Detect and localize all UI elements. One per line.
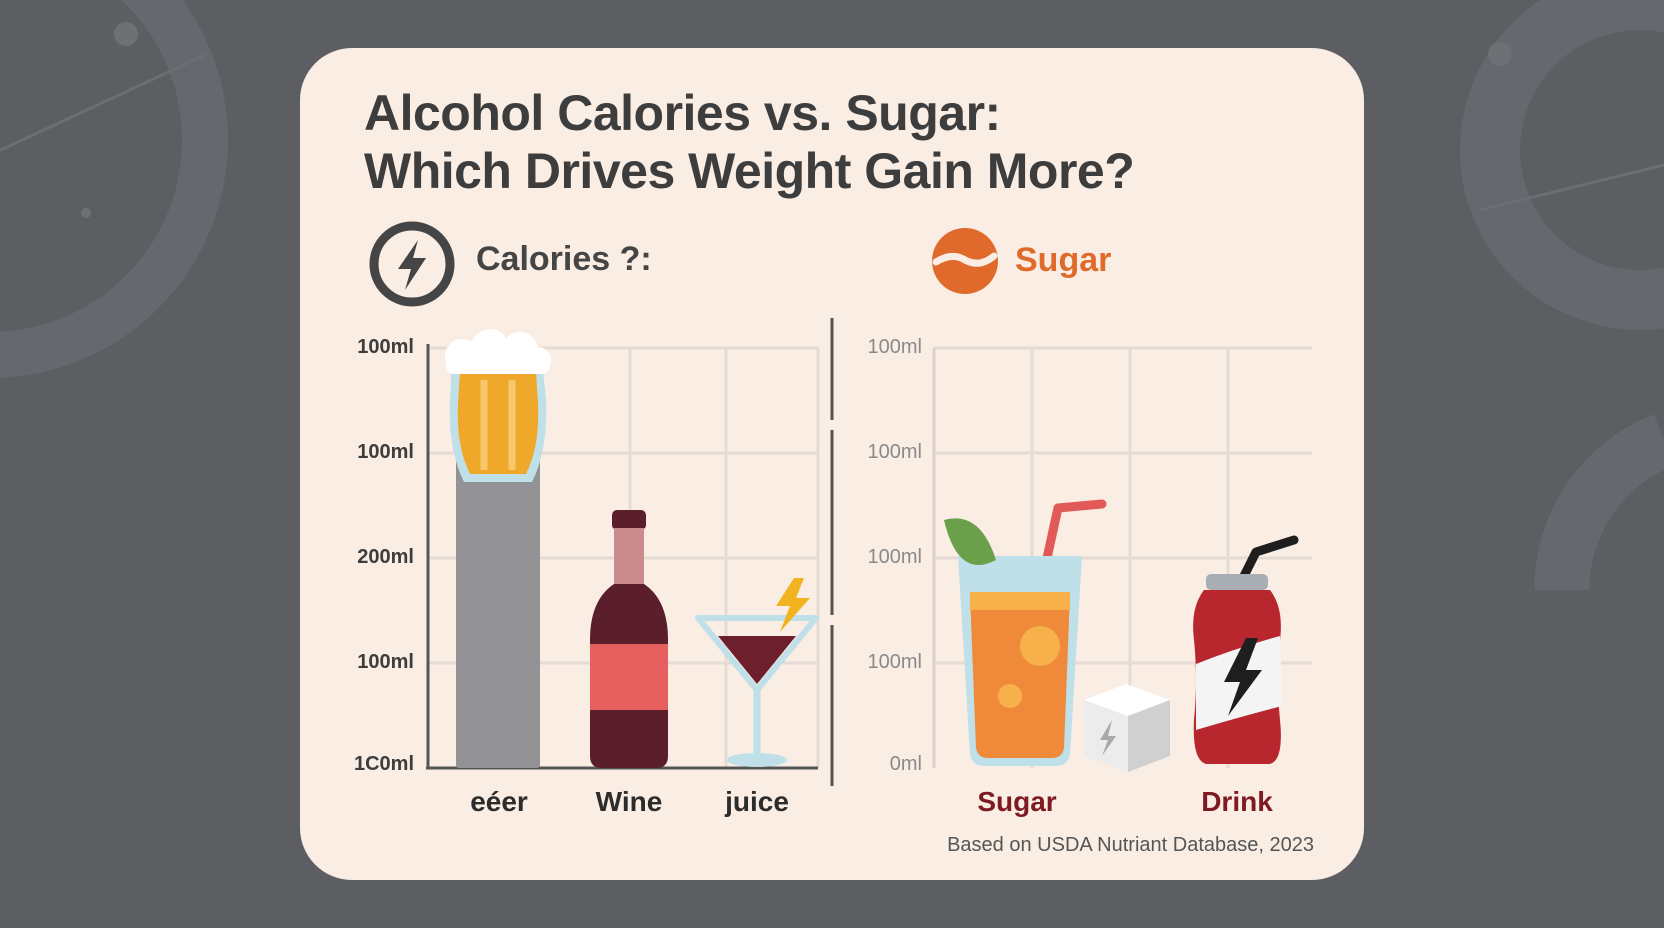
bg-dot	[1488, 42, 1512, 66]
juice-glass-icon	[944, 499, 1107, 766]
bg-dot	[81, 208, 91, 218]
x-label-beer: eéer	[470, 786, 528, 817]
legend-sugar-label: Sugar	[1015, 241, 1112, 279]
bg-ring-left	[0, 0, 228, 378]
lightning-bolt-icon	[369, 221, 455, 307]
x-label-drink: Drink	[1201, 786, 1273, 817]
bg-line	[0, 53, 206, 153]
title-line-2: Which Drives Weight Gain More?	[364, 143, 1135, 199]
chart-title: Alcohol Calories vs. Sugar: Which Drives…	[364, 84, 1135, 200]
cocktail-glass-icon	[695, 578, 819, 767]
y-tick-label: 100ml	[867, 651, 922, 673]
bar-beer	[456, 415, 540, 768]
title-line-1: Alcohol Calories vs. Sugar:	[364, 85, 1001, 141]
y-tick-label: 100ml	[867, 441, 922, 463]
x-label-juice: juice	[725, 786, 789, 817]
sugar-cube-icon	[1084, 684, 1170, 772]
bg-ring-right	[1460, 0, 1664, 330]
x-label-wine: Wine	[595, 786, 663, 817]
y-tick-label: 100ml	[867, 546, 922, 568]
y-tick-label: 100ml	[357, 441, 414, 463]
beer-glass-icon	[445, 329, 551, 482]
x-label-sugar: Sugar	[977, 786, 1057, 817]
soda-can-icon	[1193, 535, 1299, 764]
y-tick-label: 0ml	[889, 753, 922, 775]
source-note: Based on USDA Nutriant Database, 2023	[947, 834, 1314, 856]
y-tick-label: 100ml	[357, 651, 414, 673]
bg-line	[1479, 163, 1664, 212]
legend-calories-label: Calories ?:	[476, 240, 652, 278]
bg-dot	[114, 22, 138, 46]
y-tick-label: 100ml	[867, 336, 922, 358]
y-tick-label: 1C0ml	[353, 753, 414, 775]
orange-wave-icon	[932, 228, 998, 294]
y-tick-label: 100ml	[357, 336, 414, 358]
y-tick-label: 200ml	[357, 546, 414, 568]
wine-bottle-icon	[590, 510, 668, 768]
bg-arc	[1534, 414, 1664, 591]
